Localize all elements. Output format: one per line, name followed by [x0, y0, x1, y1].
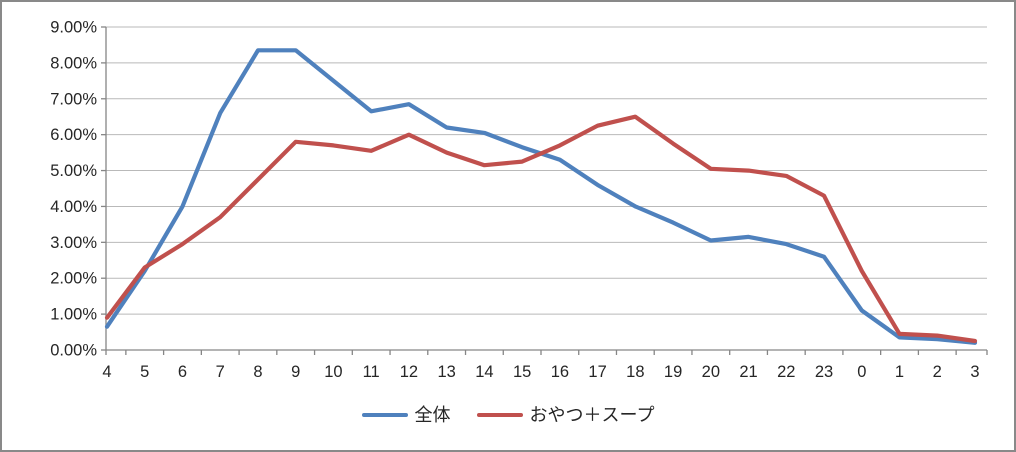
- x-tick-label: 9: [291, 363, 300, 381]
- x-tick-label: 12: [400, 363, 418, 381]
- y-tick-label: 3.00%: [50, 234, 97, 252]
- x-tick-label: 21: [739, 363, 757, 381]
- x-tick-label: 2: [933, 363, 942, 381]
- x-tick-label: 15: [513, 363, 531, 381]
- legend-line-swatch: [476, 413, 523, 417]
- y-tick-label: 8.00%: [50, 54, 97, 72]
- x-tick-label: 4: [102, 363, 111, 381]
- y-tick-label: 4.00%: [50, 198, 97, 216]
- x-tick-label: 22: [777, 363, 795, 381]
- legend-label: おやつ＋スープ: [529, 405, 655, 425]
- x-tick-label: 3: [970, 363, 979, 381]
- x-tick-label: 14: [475, 363, 493, 381]
- series-polyline: [104, 48, 978, 345]
- chart-legend: 全体 おやつ＋スープ: [2, 406, 1014, 424]
- x-tick-label: 13: [437, 363, 455, 381]
- legend-item: 全体: [361, 405, 451, 425]
- y-tick-label: 2.00%: [50, 270, 97, 288]
- x-tick-label: 20: [702, 363, 720, 381]
- legend-line-swatch: [361, 413, 408, 417]
- x-tick-label: 18: [626, 363, 644, 381]
- legend-item: おやつ＋スープ: [476, 405, 655, 425]
- y-tick-label: 0.00%: [50, 342, 97, 360]
- x-tick-label: 1: [895, 363, 904, 381]
- x-tick-label: 5: [140, 363, 149, 381]
- y-tick-label: 6.00%: [50, 126, 97, 144]
- x-tick-label: 0: [857, 363, 866, 381]
- legend-label: 全体: [414, 405, 451, 425]
- x-tick-label: 11: [363, 363, 380, 381]
- x-tick-label: 7: [216, 363, 225, 381]
- series-polyline: [104, 114, 978, 344]
- x-tick-label: 17: [588, 363, 606, 381]
- x-tick-label: 8: [253, 363, 262, 381]
- x-tick-label: 16: [551, 363, 569, 381]
- x-tick-label: 23: [815, 363, 833, 381]
- x-tick-label: 10: [324, 363, 342, 381]
- y-tick-label: 5.00%: [50, 162, 97, 180]
- y-tick-label: 1.00%: [50, 306, 97, 324]
- x-tick-label: 6: [178, 363, 187, 381]
- y-tick-label: 9.00%: [50, 19, 97, 37]
- y-tick-label: 7.00%: [50, 90, 97, 108]
- x-tick-label: 19: [664, 363, 682, 381]
